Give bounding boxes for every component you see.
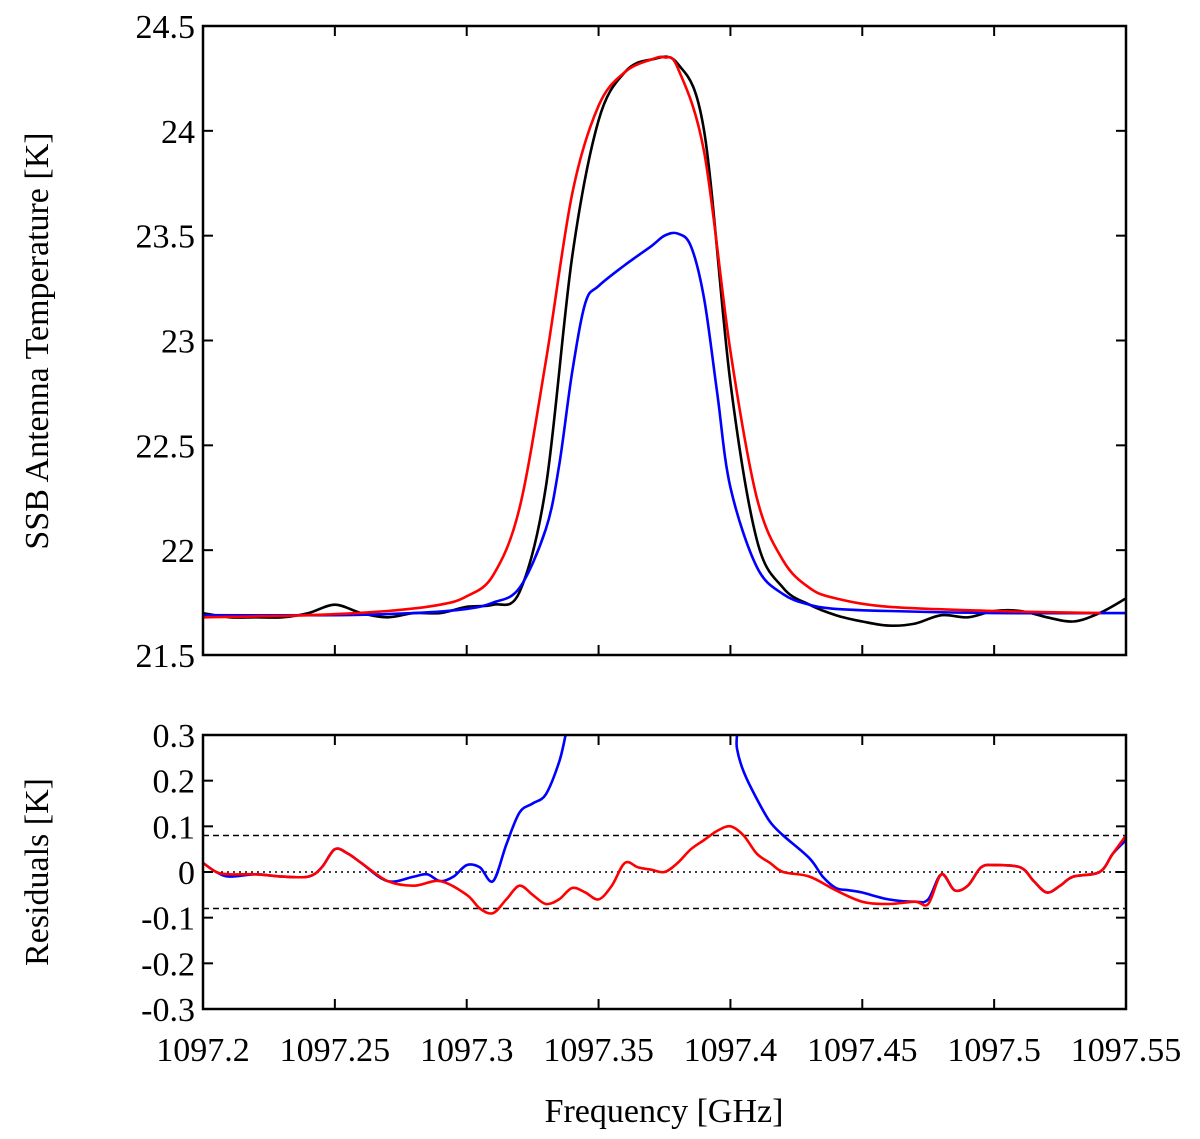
x-tick-label: 1097.45 xyxy=(807,1032,918,1069)
y-tick-label: 23 xyxy=(161,324,195,361)
x-axis-title: Frequency [GHz] xyxy=(545,1093,784,1130)
bottom-reference-lines xyxy=(203,834,1126,910)
y-tick-label: 22.5 xyxy=(136,428,196,465)
x-tick-label: 1097.4 xyxy=(684,1032,778,1069)
y-tick-label: 0.2 xyxy=(153,764,196,801)
y-tick-label: 0.1 xyxy=(153,809,196,846)
y-tick-label: 23.5 xyxy=(136,219,196,256)
y-tick-label: 0 xyxy=(178,855,195,892)
bottom-panel: 1097.2 1097.25 1097.3 1097.35 1097.4 1097.45 1… xyxy=(19,718,1181,1130)
series-top-fit-1 xyxy=(203,231,1126,617)
x-tick-label: 1097.55 xyxy=(1071,1032,1182,1069)
bottom-plot-frame xyxy=(201,733,1128,1011)
x-tick-label: 1097.35 xyxy=(543,1032,654,1069)
bottom-y-axis-title: Residuals [K] xyxy=(19,778,56,966)
y-tick-label: -0.1 xyxy=(141,901,195,938)
y-tick-label: 24.5 xyxy=(136,9,196,46)
top-y-axis-title: SSB Antenna Temperature [K] xyxy=(19,132,56,549)
y-tick-label: 0.3 xyxy=(153,718,196,755)
bottom-ticks: 1097.2 1097.25 1097.3 1097.35 1097.4 1097.45 1… xyxy=(141,718,1181,1069)
y-tick-label: 21.5 xyxy=(136,638,196,675)
y-tick-label: 24 xyxy=(161,114,195,151)
top-panel: 21.5 22 22.5 23 23.5 24 24.5 SSB Antenna Tempe… xyxy=(19,9,1128,675)
series-top-observed xyxy=(203,55,1126,627)
bottom-series-group xyxy=(203,735,1126,915)
series-bottom-residual-fit-1 xyxy=(203,735,1126,904)
x-tick-label: 1097.3 xyxy=(420,1032,514,1069)
x-tick-label: 1097.25 xyxy=(280,1032,391,1069)
y-tick-label: -0.3 xyxy=(141,992,195,1029)
x-tick-label: 1097.5 xyxy=(947,1032,1041,1069)
series-top-fit-2 xyxy=(203,55,1101,619)
top-series-group xyxy=(203,55,1126,627)
y-tick-label: -0.2 xyxy=(141,946,195,983)
top-ticks: 21.5 22 22.5 23 23.5 24 24.5 xyxy=(136,9,1127,675)
y-tick-label: 22 xyxy=(161,533,195,570)
top-plot-frame xyxy=(201,24,1128,657)
series-bottom-residual-fit-2 xyxy=(203,824,1126,915)
x-tick-label: 1097.2 xyxy=(156,1032,250,1069)
